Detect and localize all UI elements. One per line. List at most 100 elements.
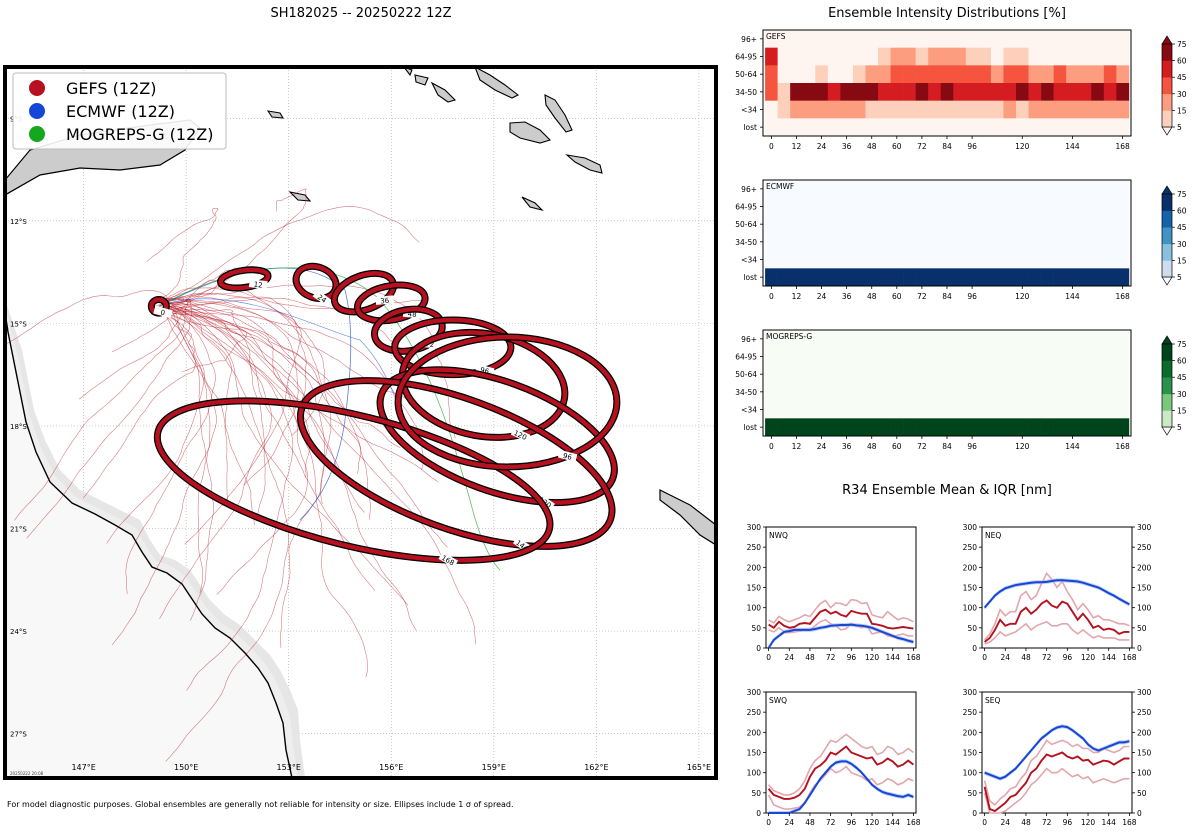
heatmap-cell	[790, 47, 804, 66]
heatmap-cell	[928, 215, 942, 234]
heatmap-cell	[965, 100, 979, 119]
heatmap-cell	[827, 383, 841, 401]
lon-label: 159°E	[482, 763, 506, 772]
heatmap-cell	[903, 100, 916, 119]
heatmap-cell	[953, 100, 967, 119]
heatmap-cell	[903, 268, 916, 287]
heatmap-cell	[928, 250, 942, 269]
australia-coastline	[5, 311, 293, 778]
x-tick-label: 0	[766, 653, 771, 662]
heatmap-cell	[802, 30, 816, 48]
heatmap-cell	[1003, 100, 1017, 119]
gefs-member-track	[5, 289, 168, 345]
new-caledonia-landmass	[659, 489, 716, 546]
heatmap-cell	[1053, 268, 1067, 287]
heatmap-cell	[790, 30, 804, 48]
heatmap-cell	[940, 233, 954, 251]
x-tick-label: 84	[942, 292, 952, 301]
heatmap-cell	[815, 365, 829, 384]
heatmap-cell	[1103, 83, 1117, 101]
gefs-member-track	[26, 298, 192, 539]
heatmap-cell	[827, 83, 841, 101]
colorbar-tick-label: 15	[1177, 406, 1187, 415]
heatmap-cell	[1066, 47, 1080, 66]
row-label: 96+	[741, 335, 757, 344]
heatmap-cell	[1041, 180, 1054, 198]
heatmap-cell	[852, 268, 866, 287]
colorbar-segment	[1162, 227, 1172, 245]
heatmap-cell	[1041, 418, 1054, 437]
row-label: <34	[741, 106, 757, 115]
heatmap-cell	[1028, 100, 1042, 119]
heatmap-cell	[953, 365, 967, 384]
heatmap-cell	[1053, 47, 1067, 66]
heatmap-cell	[790, 400, 804, 419]
ellipse-label-group: 96	[557, 449, 578, 463]
heatmap-cell	[990, 250, 1004, 269]
heatmap-cell	[1053, 383, 1067, 401]
island-shape	[414, 74, 429, 86]
lon-label: 153°E	[277, 763, 301, 772]
heatmap-cell	[890, 197, 904, 216]
legend-box	[12, 72, 227, 150]
heatmap-cell	[903, 400, 916, 419]
heatmap-cell	[890, 268, 904, 287]
heatmap-cell	[953, 233, 967, 251]
heatmap-cell	[903, 30, 916, 48]
heatmap-cell	[978, 365, 992, 384]
map-title: SH182025 -- 20250222 12Z	[270, 6, 451, 21]
heatmap-cell	[1016, 180, 1029, 198]
ellipse-ring	[395, 334, 620, 470]
heatmap-cell	[840, 330, 854, 348]
colorbar-bottom-arrow	[1161, 276, 1173, 286]
colorbar-tick-label: 45	[1177, 73, 1187, 82]
heatmap-cell	[1116, 215, 1130, 234]
heatmap-cell	[1116, 233, 1130, 251]
x-tick-label: 144	[1065, 142, 1080, 151]
heatmap-cell	[1116, 268, 1130, 287]
heatmap-cell	[1078, 47, 1092, 66]
ellipse-label-bg	[510, 427, 531, 443]
heatmap-cell	[1003, 250, 1017, 269]
lat-label: 21°S	[10, 525, 27, 533]
row-label: 96+	[741, 185, 757, 194]
colorbar-segment	[1162, 93, 1172, 111]
x-tick-label: 60	[892, 142, 902, 151]
heatmap-cell	[890, 100, 904, 119]
heatmap-cell	[940, 347, 954, 366]
heatmap-cell	[1041, 30, 1054, 48]
heatmap-cell	[928, 197, 942, 216]
island-shape	[565, 154, 603, 174]
heatmap-cell	[852, 65, 866, 84]
ellipse-label-group: 12	[248, 279, 268, 290]
heatmap-cell	[1016, 118, 1029, 137]
heatmap-cell	[802, 233, 816, 251]
heatmap-cell	[765, 30, 778, 48]
x-tick-label: 168	[906, 653, 921, 662]
y-tick-label: 250	[747, 708, 762, 717]
heatmap-cell	[865, 418, 879, 437]
heatmap-cell	[990, 268, 1004, 287]
y-tick-label: 200	[963, 728, 978, 737]
x-tick-label: 120	[1015, 442, 1030, 451]
legend-label-ecmwf: ECMWF (12Z)	[66, 102, 175, 121]
heatmap-cell	[890, 180, 904, 198]
ellipse-168: 168	[153, 397, 554, 568]
heatmap-cell	[827, 418, 841, 437]
heatmap-cell	[765, 418, 778, 437]
row-label: 64-95	[735, 53, 757, 62]
ellipse-label-bg	[557, 449, 578, 463]
x-tick-label: 168	[1115, 292, 1130, 301]
heatmap-cell	[978, 197, 992, 216]
heatmap-cell	[1116, 347, 1130, 366]
x-tick-label: 48	[867, 142, 877, 151]
heatmap-cell	[1041, 400, 1054, 419]
ellipse-ring	[355, 282, 428, 323]
gefs-member-track	[161, 311, 448, 548]
heatmap-cell	[852, 418, 866, 437]
y-tick-label-right: 250	[1137, 543, 1152, 552]
colorbar-top-arrow	[1161, 185, 1173, 195]
x-tick-label: 48	[867, 292, 877, 301]
